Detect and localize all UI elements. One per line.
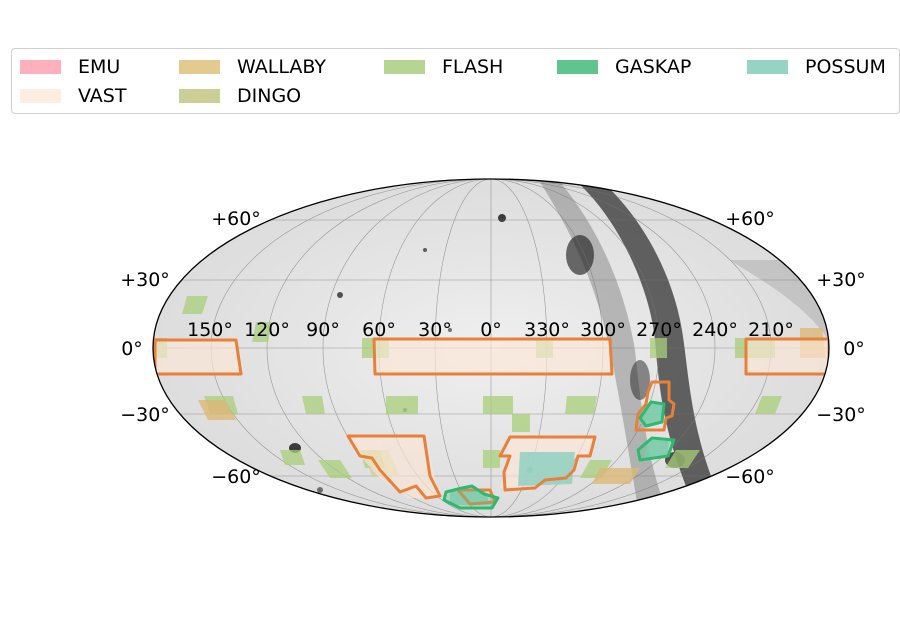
lat-labels-left: +60° +30° 0° −30° −60° — [120, 208, 261, 488]
lat-label: +60° — [725, 208, 775, 230]
lon-label: 90° — [306, 319, 340, 341]
lon-label: 30° — [418, 319, 452, 341]
lat-labels-right: +60° +30° 0° −30° −60° — [725, 208, 866, 488]
lat-label: +60° — [211, 208, 261, 230]
legend-label: VAST — [78, 85, 127, 107]
legend-swatch — [747, 60, 788, 74]
lat-label: −30° — [120, 404, 170, 426]
legend-item-flash: FLASH — [384, 55, 503, 79]
legend-label: GASKAP — [615, 56, 692, 78]
lon-label: 150° — [187, 319, 233, 341]
legend-swatch — [179, 89, 220, 103]
lon-label: 240° — [692, 319, 738, 341]
lat-label: +30° — [816, 269, 866, 291]
legend-swatch — [20, 60, 61, 74]
legend-item-gaskap: GASKAP — [557, 55, 691, 79]
survey-footprints — [153, 296, 829, 510]
legend-item-wallaby: WALLABY — [179, 55, 326, 79]
lat-label: −60° — [725, 466, 775, 488]
legend-swatch — [384, 60, 425, 74]
legend-label: WALLABY — [237, 56, 326, 78]
lon-label: 330° — [524, 319, 570, 341]
legend-swatch — [557, 60, 598, 74]
legend-item-emu: EMU — [20, 55, 120, 79]
survey-outlines — [153, 337, 829, 506]
lat-label: 0° — [843, 338, 865, 360]
legend-swatch — [179, 60, 220, 74]
legend-item-possum: POSSUM — [747, 55, 886, 79]
lon-label: 0° — [480, 319, 502, 341]
lat-label: −30° — [816, 404, 866, 426]
lat-label: 0° — [121, 338, 143, 360]
legend-label: POSSUM — [805, 56, 886, 78]
lon-label: 60° — [362, 319, 396, 341]
lat-label: +30° — [120, 269, 170, 291]
legend-item-dingo: DINGO — [179, 84, 301, 108]
lon-label: 300° — [580, 319, 626, 341]
legend-item-vast: VAST — [20, 84, 126, 108]
lon-label: 120° — [244, 319, 290, 341]
legend: EMU VAST WALLABY DINGO FLASH GASKAP POSS… — [11, 48, 900, 114]
lat-label: −60° — [211, 466, 261, 488]
legend-label: DINGO — [237, 85, 302, 107]
map-border — [152, 178, 830, 518]
lon-label: 210° — [748, 319, 794, 341]
lon-labels: 150° 120° 90° 60° 30° 0° 330° 300° 270° … — [187, 319, 794, 341]
gaskap-outlines — [442, 400, 676, 510]
legend-label: EMU — [78, 56, 121, 78]
legend-label: FLASH — [442, 56, 504, 78]
lon-label: 270° — [636, 319, 682, 341]
legend-swatch — [20, 89, 61, 103]
